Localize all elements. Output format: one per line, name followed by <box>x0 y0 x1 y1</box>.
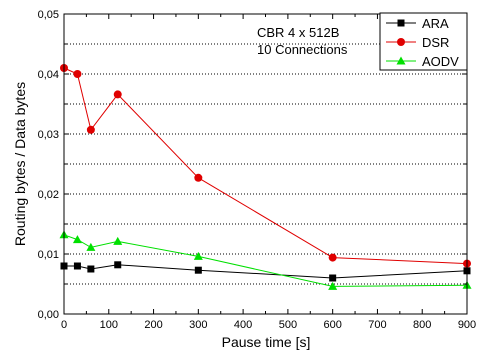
data-point-aodv <box>113 236 123 245</box>
data-point-dsr <box>328 253 337 262</box>
data-point-ara <box>194 266 202 274</box>
x-tick-label: 600 <box>323 319 341 331</box>
data-point-ara <box>329 274 337 282</box>
x-tick-label: 800 <box>413 319 431 331</box>
data-point-dsr <box>113 90 122 99</box>
data-point-ara <box>73 262 81 270</box>
grid-lines <box>64 43 467 285</box>
x-tick-label: 200 <box>144 319 162 331</box>
x-tick-label: 700 <box>368 319 386 331</box>
y-tick-label: 0,04 <box>38 69 59 81</box>
y-tick-label: 0,02 <box>38 189 59 201</box>
x-tick-label: 100 <box>100 319 118 331</box>
legend-label-ara: ARA <box>422 16 449 31</box>
legend-label-dsr: DSR <box>422 35 449 50</box>
annotation-line-2: 10 Connections <box>257 42 348 57</box>
x-tick-label: 900 <box>458 319 476 331</box>
annotation-line-1: CBR 4 x 512B <box>257 25 339 40</box>
data-point-aodv <box>86 242 96 251</box>
markers-layer <box>59 64 472 290</box>
y-axis-label: Routing bytes / Data bytes <box>12 82 28 246</box>
legend-marker-dsr <box>397 38 405 46</box>
data-point-dsr <box>73 70 82 78</box>
legend-marker-aodv <box>396 56 406 65</box>
x-tick-label: 400 <box>234 319 252 331</box>
y-tick-label: 0,03 <box>38 129 59 141</box>
axis-ticks: 0,00 0,01 0,02 0,03 0,04 0,05 0 100 200 300 400 500… <box>38 9 477 331</box>
series-line-dsr <box>63 67 468 265</box>
data-point-dsr <box>86 125 95 134</box>
data-point-aodv <box>328 281 338 290</box>
legend-marker-ara <box>397 19 405 27</box>
legend-items: ARA DSR AODV <box>386 16 459 69</box>
data-point-ara <box>114 261 122 269</box>
x-tick-label: 300 <box>189 319 207 331</box>
y-tick-label: 0,00 <box>38 309 59 321</box>
data-point-aodv <box>193 251 203 260</box>
data-point-ara <box>87 265 95 273</box>
legend-label-aodv: AODV <box>422 54 459 69</box>
data-point-aodv <box>72 235 82 244</box>
legend: ARA DSR AODV <box>379 12 468 71</box>
data-point-dsr <box>194 173 203 182</box>
x-tick-label: 500 <box>279 319 297 331</box>
x-axis-label: Pause time [s] <box>222 334 311 350</box>
y-tick-label: 0,05 <box>38 9 59 21</box>
x-tick-label: 0 <box>61 319 67 331</box>
y-tick-label: 0,01 <box>38 249 59 261</box>
